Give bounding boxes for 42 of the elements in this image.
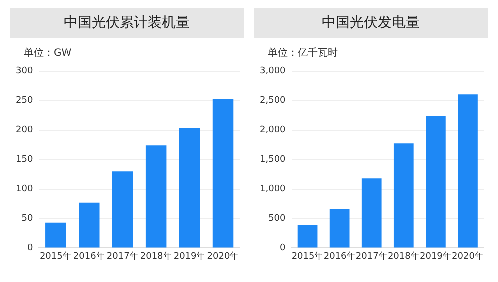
y-tick-label: 3,000: [260, 66, 286, 77]
x-tick-label: 2020年: [452, 250, 484, 262]
x-tick-label: 2016年: [324, 250, 356, 262]
y-tick-label: 200: [16, 126, 34, 136]
bar: [426, 116, 446, 248]
x-tick-label: 2019年: [174, 250, 206, 262]
x-tick-label: 2019年: [420, 250, 452, 262]
chart-title: 中国光伏累计装机量: [10, 8, 244, 38]
x-tick-label: 2016年: [73, 250, 106, 262]
y-tick-label: 2,500: [260, 96, 286, 106]
bar: [362, 178, 382, 248]
y-tick-label: 1,000: [260, 184, 286, 195]
bar: [212, 99, 234, 248]
bar: [146, 146, 167, 248]
y-tick-label: 1,500: [260, 155, 286, 166]
x-tick-label: 2017年: [356, 250, 388, 262]
y-tick-label: 100: [16, 184, 34, 195]
y-tick-label: 250: [16, 96, 34, 106]
bar: [79, 202, 100, 248]
y-tick-label: 50: [22, 214, 34, 224]
y-tick-label: 0: [280, 244, 286, 254]
x-tick-label: 2017年: [106, 250, 139, 262]
y-tick-label: 0: [27, 244, 34, 254]
y-tick-label: 300: [16, 66, 34, 77]
bar: [179, 128, 200, 248]
bar: [458, 94, 478, 248]
bar: [330, 209, 350, 248]
bar: [394, 144, 414, 248]
chart-title: 中国光伏发电量: [254, 8, 488, 38]
y-tick-label: 500: [268, 214, 286, 224]
x-tick-label: 2018年: [388, 250, 420, 262]
x-tick-label: 2018年: [140, 250, 172, 262]
x-tick-label: 2020年: [207, 250, 240, 262]
bar: [112, 172, 134, 248]
y-axis-title: 单位：亿千瓦时: [268, 46, 339, 60]
bar: [46, 222, 66, 248]
bar: [298, 225, 318, 248]
y-tick-label: 150: [16, 155, 34, 166]
x-tick-label: 2015年: [292, 250, 324, 262]
y-axis-title: 单位：GW: [24, 46, 73, 60]
x-tick-label: 2015年: [40, 250, 72, 262]
y-tick-label: 2,000: [260, 126, 286, 136]
